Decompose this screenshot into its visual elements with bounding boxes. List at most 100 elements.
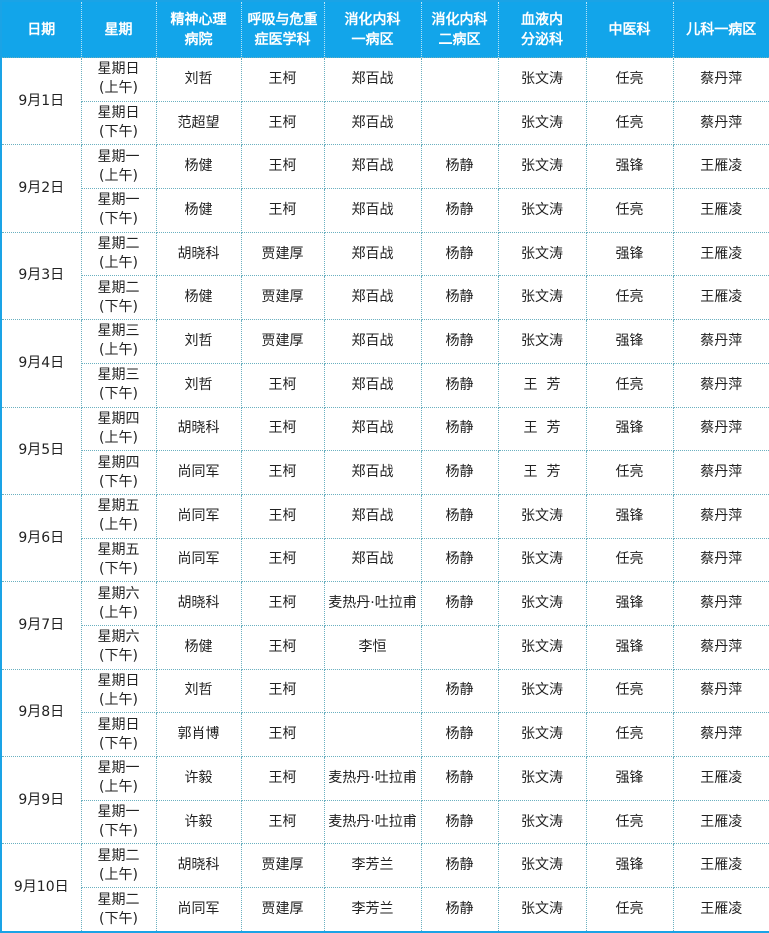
doctor-cell: 郭肖博 — [155, 712, 242, 757]
date-cell: 9月6日 — [0, 493, 82, 583]
table-row: 星期日 (下午) 范超望 王柯 郑百战 张文涛 任亮 蔡丹萍 — [1, 100, 769, 146]
period: (上午) — [99, 604, 138, 621]
weekday: 星期六 — [97, 629, 140, 646]
doctor-cell: 任亮 — [585, 668, 674, 714]
doctor-cell: 郑百战 — [323, 450, 422, 495]
doctor-cell: 杨健 — [155, 275, 242, 321]
doctor-cell: 王雁凌 — [672, 756, 769, 801]
weekday: 星期三 — [97, 323, 140, 340]
doctor-cell: 任亮 — [585, 188, 674, 233]
doctor-cell: 王柯 — [240, 406, 325, 452]
weekday-cell: 星期日 (上午) — [80, 57, 157, 102]
doctor-cell: 刘哲 — [155, 319, 242, 364]
doctor-cell: 张文涛 — [497, 275, 587, 321]
period: (下午) — [99, 560, 138, 577]
doctor-cell: 贾建厚 — [240, 231, 325, 277]
doctor-cell: 任亮 — [585, 537, 674, 583]
period: (下午) — [99, 910, 138, 927]
doctor-cell: 杨静 — [420, 843, 499, 889]
weekday-cell: 星期三 (上午) — [80, 319, 157, 364]
column-header: 中医科 — [585, 1, 673, 58]
weekday: 星期五 — [97, 541, 140, 558]
doctor-cell: 张文涛 — [497, 581, 587, 626]
doctor-cell: 杨静 — [420, 188, 499, 233]
date-cell: 9月8日 — [0, 668, 82, 758]
weekday-cell: 星期六 (下午) — [80, 624, 157, 670]
weekday-cell: 星期一 (下午) — [80, 799, 157, 845]
doctor-cell: 杨静 — [420, 406, 499, 452]
header-row: 日期 星期 精神心理 病院 呼吸与危重 症医学科 消化内科 一病区 消化内科 二病区 血液内… — [1, 1, 769, 58]
doctor-cell: 强锋 — [585, 493, 674, 539]
doctor-cell: 任亮 — [585, 362, 674, 408]
weekday: 星期一 — [97, 760, 140, 777]
period: (上午) — [99, 866, 138, 883]
doctor-cell: 张文涛 — [497, 231, 587, 277]
doctor-cell: 任亮 — [585, 275, 674, 321]
weekday-cell: 星期日 (上午) — [80, 668, 157, 714]
table-row: 9月4日 星期三 (上午) 刘哲 贾建厚 郑百战 杨静 张文涛 强锋 蔡丹萍 — [0, 319, 769, 408]
weekday: 星期二 — [97, 847, 140, 864]
doctor-cell: 杨静 — [420, 581, 499, 626]
date-cell: 9月9日 — [0, 755, 82, 845]
doctor-cell: 王柯 — [240, 537, 325, 583]
table-row: 星期日 (下午) 郭肖博 王柯 杨静 张文涛 任亮 蔡丹萍 — [1, 712, 769, 757]
doctor-cell: 张文涛 — [497, 537, 587, 583]
doctor-cell: 杨静 — [420, 144, 499, 190]
doctor-cell: 杨静 — [420, 493, 499, 539]
doctor-cell — [420, 57, 499, 102]
doctor-cell: 强锋 — [585, 581, 674, 626]
table-row: 星期四 (下午) 尚同军 王柯 郑百战 杨静王 芳任亮 蔡丹萍 — [1, 450, 769, 495]
doctor-cell: 蔡丹萍 — [672, 581, 769, 626]
doctor-cell: 尚同军 — [155, 493, 242, 539]
weekday: 星期一 — [97, 192, 140, 209]
doctor-cell: 张文涛 — [497, 843, 587, 889]
doctor-cell: 王雁凌 — [672, 188, 769, 233]
date-cell: 9月4日 — [0, 319, 82, 408]
doctor-cell: 蔡丹萍 — [672, 450, 769, 495]
doctor-cell: 强锋 — [585, 406, 674, 452]
weekday-cell: 星期一 (上午) — [80, 756, 157, 801]
doctor-cell: 王雁凌 — [672, 275, 769, 321]
weekday-cell: 星期日 (下午) — [80, 100, 157, 146]
doctor-cell: 胡晓科 — [155, 843, 242, 889]
doctor-cell: 蔡丹萍 — [672, 624, 769, 670]
doctor-cell — [420, 100, 499, 146]
table-row: 星期一 (下午) 杨健 王柯 郑百战 杨静 张文涛 任亮 王雁凌 — [1, 188, 769, 233]
column-header: 儿科一病区 — [672, 1, 769, 58]
doctor-cell: 王柯 — [240, 188, 325, 233]
doctor-cell: 王柯 — [240, 668, 325, 714]
doctor-cell: 郑百战 — [323, 406, 422, 452]
table-row: 9月8日 星期日 (上午) 刘哲 王柯 杨静 张文涛 任亮 蔡丹萍 — [0, 668, 769, 758]
doctor-cell: 郑百战 — [323, 493, 422, 539]
period: (下午) — [99, 735, 138, 752]
doctor-cell: 贾建厚 — [240, 843, 325, 889]
doctor-cell: 杨静 — [420, 450, 499, 495]
period: (下午) — [99, 473, 138, 490]
table-row: 星期六 (下午) 杨健 王柯 李恒 张文涛 强锋 蔡丹萍 — [1, 624, 769, 670]
doctor-cell: 强锋 — [585, 144, 674, 190]
doctor-cell: 王柯 — [240, 57, 325, 102]
weekday: 星期日 — [97, 716, 140, 733]
doctor-cell: 许毅 — [155, 799, 242, 845]
period: (下午) — [99, 211, 138, 228]
period: (下午) — [99, 124, 138, 141]
period: (下午) — [99, 298, 138, 315]
doctor-cell: 郑百战 — [323, 362, 422, 408]
doctor-cell: 蔡丹萍 — [672, 668, 769, 714]
doctor-cell: 王雁凌 — [672, 843, 769, 889]
period: (下午) — [99, 648, 138, 665]
weekday: 星期二 — [97, 891, 140, 908]
doctor-cell: 张文涛 — [497, 712, 587, 757]
column-header: 血液内 分泌科 — [497, 1, 586, 58]
doctor-cell: 尚同军 — [155, 450, 242, 495]
doctor-cell: 杨健 — [155, 188, 242, 233]
doctor-cell: 王柯 — [240, 756, 325, 801]
doctor-cell: 任亮 — [585, 799, 674, 845]
doctor-cell: 刘哲 — [155, 362, 242, 408]
doctor-cell: 张文涛 — [497, 756, 587, 801]
doctor-cell: 任亮 — [585, 450, 674, 495]
doctor-cell: 李芳兰 — [323, 843, 422, 889]
doctor-cell: 蔡丹萍 — [672, 537, 769, 583]
weekday-cell: 星期一 (下午) — [80, 188, 157, 233]
doctor-cell: 王雁凌 — [672, 144, 769, 190]
